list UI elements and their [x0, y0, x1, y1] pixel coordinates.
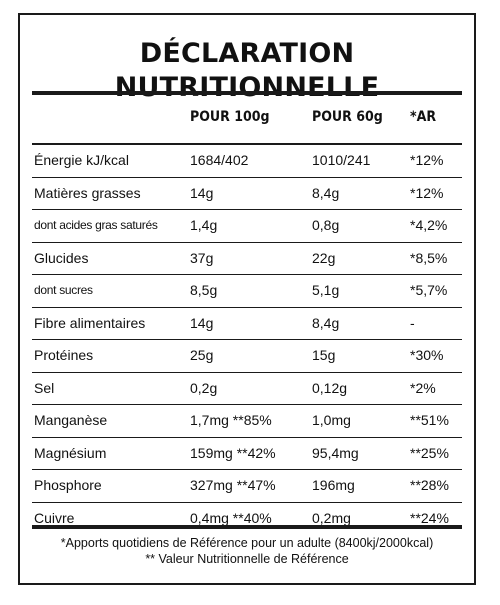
value-per-100g: 37g	[190, 249, 214, 266]
value-per-100g: 159mg **42%	[190, 444, 276, 461]
nutrient-name: Phosphore	[34, 477, 102, 493]
table-row: Magnésium 159mg **42% 95,4mg **25%	[32, 438, 462, 470]
value-ar: *12%	[410, 184, 444, 201]
footnotes: *Apports quotidiens de Référence pour un…	[20, 535, 474, 567]
table-row: Manganèse 1,7mg **85% 1,0mg **51%	[32, 405, 462, 438]
nutrient-name: Matières grasses	[34, 184, 141, 201]
value-ar: **51%	[410, 412, 449, 428]
nutrient-name: Énergie kJ/kcal	[34, 152, 129, 168]
value-ar: -	[410, 314, 415, 331]
value-per-100g: 8,5g	[190, 282, 218, 298]
value-per-60g: 0,2mg	[312, 509, 351, 526]
value-per-100g: 0,4mg **40%	[190, 509, 272, 526]
value-per-100g: 1684/402	[190, 152, 249, 168]
nutrient-name: dont acides gras saturés	[34, 218, 158, 232]
value-per-60g: 8,4g	[312, 184, 340, 201]
table-row: Glucides 37g 22g *8,5%	[32, 243, 462, 275]
nutrient-name: dont sucres	[34, 283, 93, 297]
table-row: Protéines 25g 15g *30%	[32, 340, 462, 373]
value-per-100g: 14g	[190, 314, 214, 331]
nutrient-name: Protéines	[34, 347, 94, 363]
table-row: Énergie kJ/kcal 1684/402 1010/241 *12%	[32, 145, 462, 178]
table-row: Fibre alimentaires 14g 8,4g -	[32, 308, 462, 340]
table-row: Matières grasses 14g 8,4g *12%	[32, 178, 462, 210]
value-per-100g: 327mg **47%	[190, 477, 276, 493]
value-per-60g: 8,4g	[312, 314, 340, 331]
table-row: Phosphore 327mg **47% 196mg **28%	[32, 470, 462, 503]
value-per-100g: 25g	[190, 347, 214, 363]
value-per-60g: 15g	[312, 347, 336, 363]
value-per-100g: 14g	[190, 184, 214, 201]
value-per-100g: 1,4g	[190, 217, 218, 233]
nutrient-name: Sel	[34, 379, 55, 396]
value-per-100g: 0,2g	[190, 379, 218, 396]
value-ar: **25%	[410, 444, 449, 461]
footnote-nutrient-reference-value: ** Valeur Nutritionnelle de Référence	[145, 552, 349, 566]
nutrition-facts-panel: DÉCLARATION NUTRITIONNELLE POUR 100g POU…	[18, 13, 476, 585]
nutrient-name: Fibre alimentaires	[34, 314, 146, 331]
title-divider	[32, 91, 462, 95]
column-header-per-100g: POUR 100g	[190, 109, 270, 125]
column-header-ar: *AR	[410, 109, 437, 125]
table-row: dont acides gras saturés 1,4g 0,8g *4,2%	[32, 210, 462, 243]
value-ar: **24%	[410, 509, 449, 526]
value-per-60g: 22g	[312, 249, 336, 266]
nutrient-rows: Énergie kJ/kcal 1684/402 1010/241 *12% M…	[32, 145, 462, 534]
value-per-100g: 1,7mg **85%	[190, 412, 272, 428]
column-header-row: POUR 100g POUR 60g *AR	[32, 105, 462, 129]
value-per-60g: 196mg	[312, 477, 355, 493]
value-ar: *2%	[410, 379, 436, 396]
table-row: Cuivre 0,4mg **40% 0,2mg **24%	[32, 503, 462, 535]
nutrient-name: Manganèse	[34, 412, 108, 428]
value-per-60g: 0,8g	[312, 217, 340, 233]
value-ar: *30%	[410, 347, 444, 363]
value-ar: *8,5%	[410, 249, 448, 266]
table-row: dont sucres 8,5g 5,1g *5,7%	[32, 275, 462, 308]
value-per-60g: 1010/241	[312, 152, 371, 168]
value-ar: **28%	[410, 477, 449, 493]
value-per-60g: 1,0mg	[312, 412, 351, 428]
footnote-reference-intake: *Apports quotidiens de Référence pour un…	[60, 536, 434, 550]
footer-divider	[32, 525, 462, 529]
column-header-per-60g: POUR 60g	[312, 109, 383, 125]
table-row: Sel 0,2g 0,12g *2%	[32, 373, 462, 405]
header-divider	[32, 143, 462, 145]
panel-title: DÉCLARATION NUTRITIONNELLE	[114, 38, 380, 103]
value-ar: *4,2%	[410, 217, 448, 233]
value-per-60g: 0,12g	[312, 379, 348, 396]
nutrient-name: Cuivre	[34, 509, 75, 526]
value-per-60g: 95,4mg	[312, 444, 359, 461]
value-ar: *5,7%	[410, 282, 448, 298]
nutrient-name: Glucides	[34, 249, 89, 266]
nutrient-name: Magnésium	[34, 444, 107, 461]
value-ar: *12%	[410, 152, 444, 168]
value-per-60g: 5,1g	[312, 282, 340, 298]
